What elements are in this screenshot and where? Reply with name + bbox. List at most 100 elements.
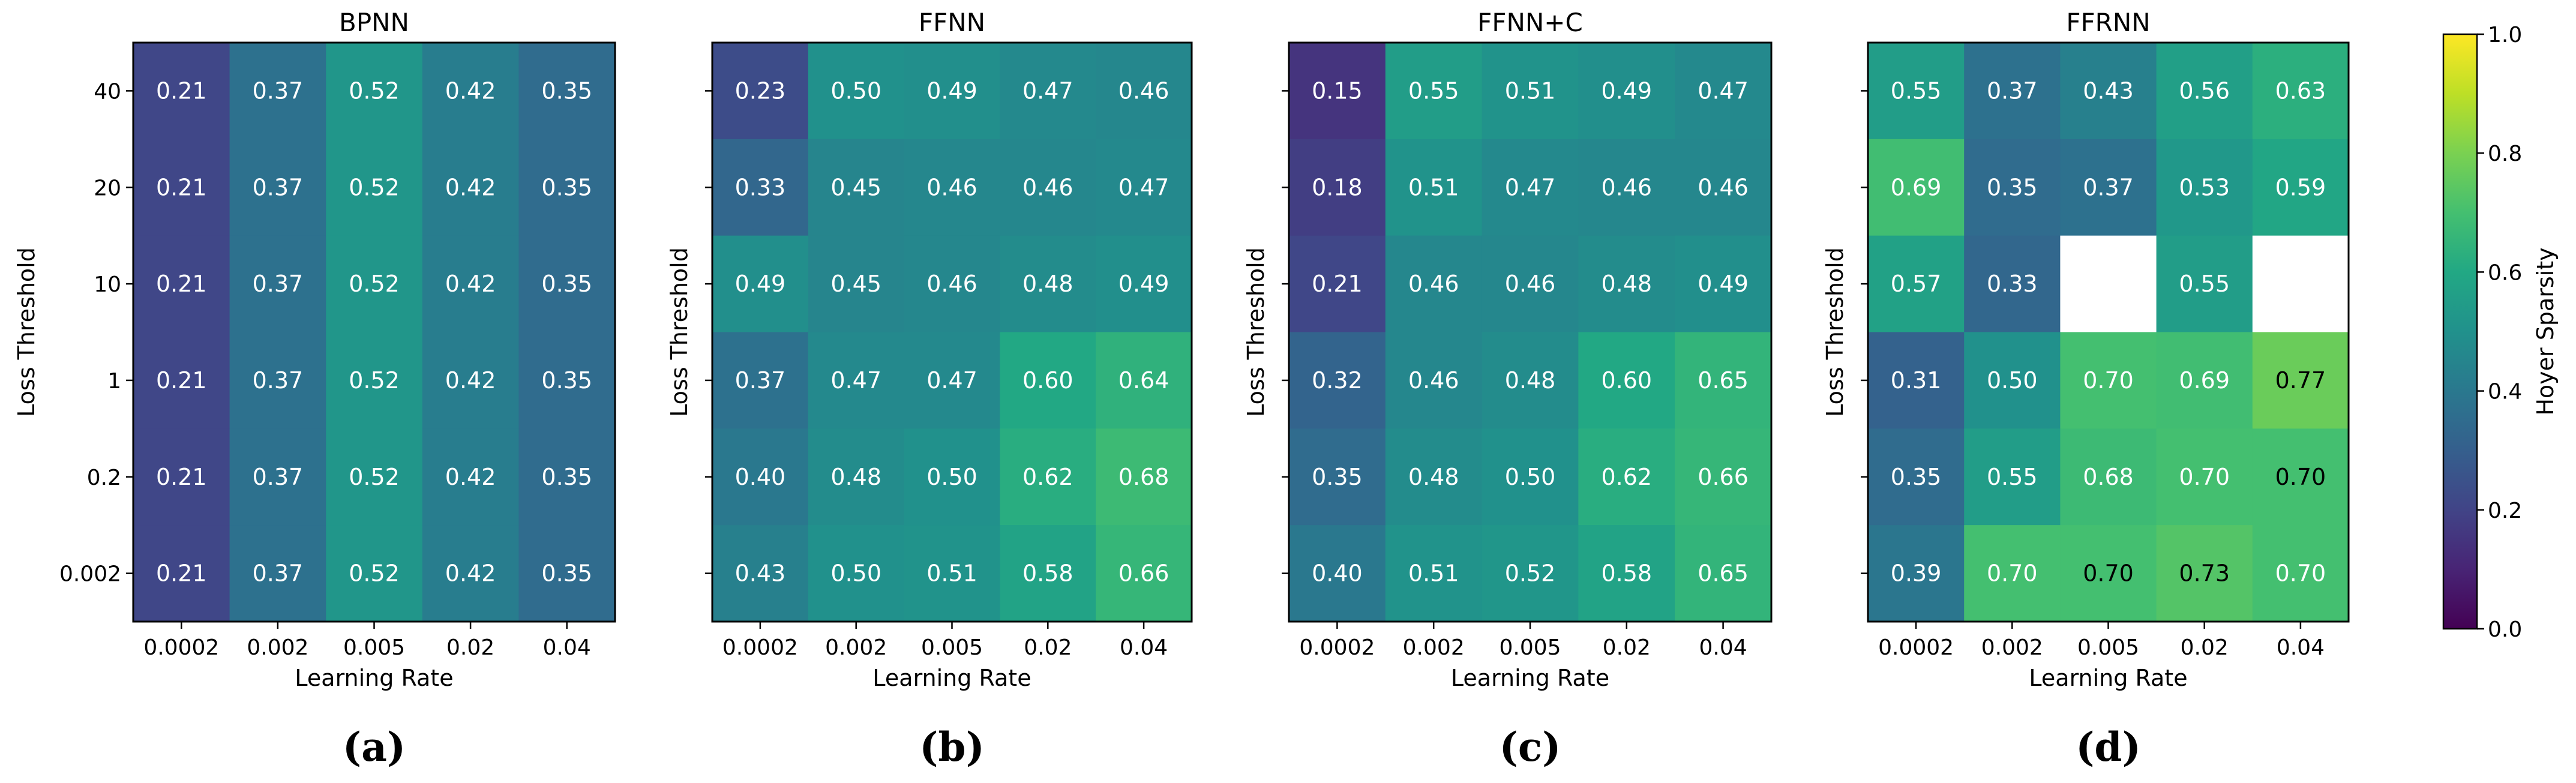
- x-tick-label: 0.005: [2077, 635, 2139, 660]
- cell-value-label: 0.52: [349, 367, 400, 394]
- heatmap-cell: [712, 332, 809, 429]
- heatmap-cell: [1578, 332, 1675, 429]
- heatmap-cell: [229, 43, 326, 140]
- heatmap-cell: [1289, 428, 1386, 526]
- heatmap-cell: [1096, 525, 1192, 622]
- heatmap-cell: [1964, 139, 2061, 236]
- cell-value-label: 0.70: [2275, 464, 2326, 490]
- heatmap-cell: [2156, 428, 2253, 526]
- heatmap-cell: [133, 235, 230, 332]
- cell-value-label: 0.65: [1698, 560, 1749, 587]
- heatmap-cell: [1385, 428, 1483, 526]
- cell-value-label: 0.21: [156, 77, 207, 104]
- cell-value-label: 0.56: [2179, 77, 2230, 104]
- cell-value-label: 0.73: [2179, 560, 2230, 587]
- cell-value-label: 0.35: [541, 77, 592, 104]
- cell-value-label: 0.62: [1601, 464, 1652, 490]
- panel-title: BPNN: [339, 8, 409, 37]
- heatmap-cell: [1385, 235, 1483, 332]
- cell-value-label: 0.37: [253, 367, 304, 394]
- cell-value-label: 0.21: [156, 464, 207, 490]
- heatmap-cell: [1578, 525, 1675, 622]
- cell-value-label: 0.45: [830, 271, 881, 297]
- heatmap-cell: [326, 332, 423, 429]
- cell-value-label: 0.52: [349, 77, 400, 104]
- cell-value-label: 0.53: [2179, 174, 2230, 200]
- cell-value-label: 0.70: [1987, 560, 2038, 587]
- cell-value-label: 0.43: [735, 560, 786, 587]
- cell-value-label: 0.52: [349, 174, 400, 200]
- cell-value-label: 0.52: [1505, 560, 1556, 587]
- heatmap-cell: [2156, 332, 2253, 429]
- x-tick-label: 0.005: [343, 635, 405, 660]
- cell-value-label: 0.55: [1891, 77, 1942, 104]
- heatmap-cell: [1675, 235, 1772, 332]
- cell-value-label: 0.50: [830, 77, 881, 104]
- cell-value-label: 0.47: [1698, 77, 1749, 104]
- heatmap-cell: [1096, 332, 1192, 429]
- heatmap-cell: [712, 525, 809, 622]
- heatmap-cell: [2156, 525, 2253, 622]
- cell-value-label: 0.37: [253, 271, 304, 297]
- heatmap-cell: [133, 139, 230, 236]
- y-axis-label: Loss Threshold: [666, 247, 692, 417]
- colorbar-tick-label: 0.0: [2488, 617, 2522, 642]
- cell-value-label: 0.55: [2179, 271, 2230, 297]
- heatmap-cell: [1675, 332, 1772, 429]
- cell-value-label: 0.21: [156, 560, 207, 587]
- heatmap-cell: [422, 332, 519, 429]
- heatmap-cell: [1385, 139, 1483, 236]
- cell-value-label: 0.42: [445, 464, 496, 490]
- heatmap-cell: [1868, 332, 1965, 429]
- colorbar-tick-label: 0.6: [2488, 260, 2522, 285]
- cell-value-label: 0.66: [1698, 464, 1749, 490]
- panel-title: FFRNN: [2066, 8, 2150, 37]
- cell-value-label: 0.21: [156, 271, 207, 297]
- x-tick-label: 0.002: [1981, 635, 2043, 660]
- x-tick-label: 0.04: [1699, 635, 1747, 660]
- x-axis-label: Learning Rate: [1451, 665, 1609, 691]
- cell-value-label: 0.42: [445, 174, 496, 200]
- heatmap-cell: [2156, 235, 2253, 332]
- cell-value-label: 0.47: [1118, 174, 1169, 200]
- heatmap-cell: [1000, 525, 1096, 622]
- heatmap-cell: [326, 525, 423, 622]
- heatmap-cell: [1675, 525, 1772, 622]
- cell-value-label: 0.21: [156, 174, 207, 200]
- heatmap-cell: [133, 428, 230, 526]
- heatmap-cell: [904, 428, 1000, 526]
- heatmap-cell: [1385, 332, 1483, 429]
- cell-value-label: 0.69: [1891, 174, 1942, 200]
- cell-value-label: 0.47: [926, 367, 977, 394]
- heatmap-cell: [1675, 139, 1772, 236]
- cell-value-label: 0.42: [445, 367, 496, 394]
- cell-value-label: 0.48: [1505, 367, 1556, 394]
- heatmap-cell: [1578, 43, 1675, 140]
- colorbar-tick-label: 0.4: [2488, 380, 2522, 404]
- heatmap-cell: [904, 43, 1000, 140]
- heatmap-cell: [1964, 525, 2061, 622]
- heatmap-cell: [2156, 43, 2253, 140]
- x-axis-label: Learning Rate: [872, 665, 1031, 691]
- cell-value-label: 0.46: [1408, 271, 1459, 297]
- heatmap-cell: [1482, 139, 1579, 236]
- x-tick-label: 0.0002: [722, 635, 798, 660]
- heatmap-panel-bpnn: BPNN 0.21 0.37 0.52 0.42 0.35 0.21 0.37 0.52 0.42…: [13, 8, 616, 770]
- cell-value-label: 0.37: [2083, 174, 2134, 200]
- cell-value-label: 0.47: [830, 367, 881, 394]
- heatmap-cell: [2252, 43, 2349, 140]
- heatmap-cell: [1000, 43, 1096, 140]
- cell-value-label: 0.46: [1698, 174, 1749, 200]
- heatmap-cell: [326, 428, 423, 526]
- cell-value-label: 0.63: [2275, 77, 2326, 104]
- heatmap-cell: [326, 43, 423, 140]
- heatmap-cell: [904, 525, 1000, 622]
- heatmap-cell: [1578, 139, 1675, 236]
- subfigure-label: (a): [343, 724, 406, 770]
- cell-value-label: 0.49: [1118, 271, 1169, 297]
- cell-value-label: 0.35: [541, 464, 592, 490]
- cell-value-label: 0.70: [2275, 560, 2326, 587]
- cell-value-label: 0.35: [1312, 464, 1363, 490]
- cell-value-label: 0.55: [1408, 77, 1459, 104]
- cell-value-label: 0.33: [1987, 271, 2038, 297]
